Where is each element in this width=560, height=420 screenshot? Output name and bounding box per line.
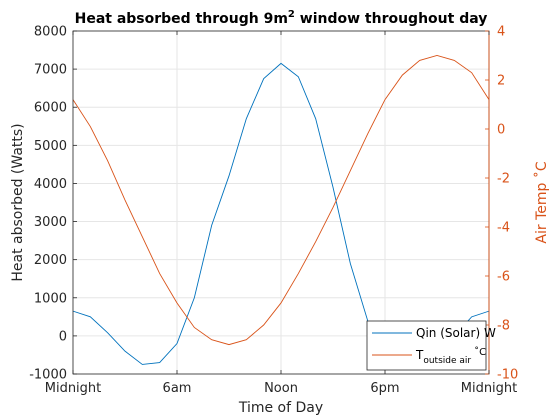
left-y-tick-label-9: 8000 — [34, 25, 67, 40]
right-y-axis: -10 -8 -6 -4 -2 0 2 4 — [485, 25, 518, 383]
x-axis: Midnight 6am Noon 6pm Midnight — [45, 31, 518, 396]
right-y-tick-label-6: 2 — [497, 74, 505, 89]
right-y-tick-label-5: 0 — [497, 123, 505, 138]
x-tick-label-0: Midnight — [45, 381, 102, 396]
left-y-tick-label-1: 0 — [59, 329, 67, 344]
left-y-tick-label-5: 4000 — [34, 177, 67, 192]
right-y-tick-label-2: -6 — [497, 270, 510, 285]
x-tick-label-3: 6pm — [370, 381, 399, 396]
right-y-tick-label-7: 4 — [497, 25, 505, 40]
left-y-tick-label-0: -1000 — [29, 368, 67, 383]
left-y-axis-label: Heat absorbed (Watts) — [10, 123, 26, 281]
legend-label-solar: Qin (Solar) W — [416, 326, 496, 340]
left-y-tick-label-4: 3000 — [34, 215, 67, 230]
left-y-tick-label-7: 6000 — [34, 101, 67, 116]
x-tick-label-4: Midnight — [461, 381, 518, 396]
left-y-tick-label-2: 1000 — [34, 291, 67, 306]
legend-label-temp: Toutside air˚C — [415, 346, 486, 366]
series-line-temp — [72, 55, 490, 346]
chart-title: Heat absorbed through 9m2 window through… — [75, 9, 488, 27]
right-y-tick-label-3: -4 — [497, 221, 510, 236]
left-y-tick-label-8: 7000 — [34, 63, 67, 78]
legend-box — [366, 320, 487, 371]
right-y-tick-label-1: -8 — [497, 319, 510, 334]
x-axis-label: Time of Day — [238, 400, 323, 416]
right-y-tick-label-4: -2 — [497, 172, 510, 187]
right-y-tick-label-0: -10 — [497, 368, 518, 383]
left-y-tick-label-6: 5000 — [34, 139, 67, 154]
x-tick-label-2: Noon — [264, 381, 298, 396]
legend: Qin (Solar) W Toutside air˚C — [366, 320, 496, 371]
right-y-axis-label: Air Temp ˚C — [533, 161, 550, 243]
x-tick-label-1: 6am — [163, 381, 192, 396]
left-y-tick-label-3: 2000 — [34, 253, 67, 268]
left-y-axis: -1000 0 1000 2000 3000 4000 5000 6000 7000 8000 — [29, 25, 77, 383]
